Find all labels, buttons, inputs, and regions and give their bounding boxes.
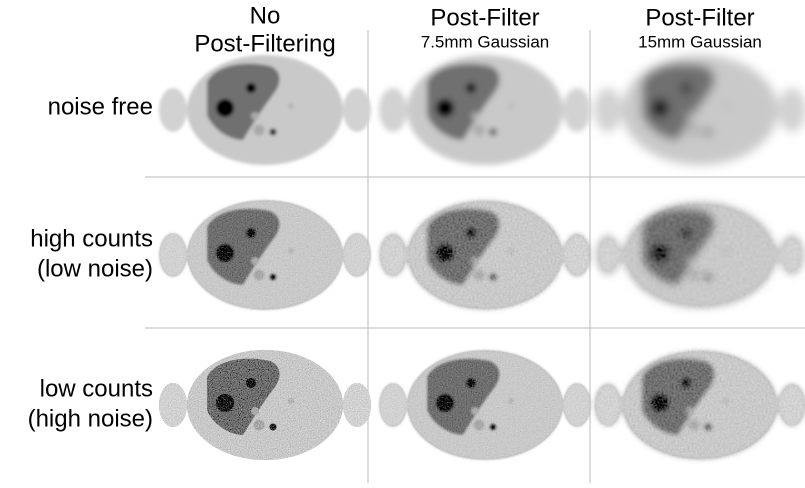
image [159,55,371,165]
column-subtitle: 15mm Gaussian [638,32,762,51]
image [379,350,591,460]
column-title: Post-Filter [645,4,754,31]
row-label: high counts [30,225,153,252]
column-subtitle: 7.5mm Gaussian [421,32,550,51]
column-subtitle: Post-Filtering [194,30,335,57]
image [594,350,805,460]
figure: No Post-Filtering Post-Filter 7.5mm Gaus… [0,0,805,483]
image [379,55,591,165]
row-label: noise free [48,93,153,120]
column-title: Post-Filter [430,4,539,31]
column-title: No [250,2,281,29]
image [159,350,371,460]
image [594,200,805,310]
row-label: (low noise) [37,255,153,282]
image [379,200,591,310]
row-label: (high noise) [28,405,153,432]
row-label: low counts [40,375,153,402]
image [159,200,371,310]
page: No Post-Filtering Post-Filter 7.5mm Gaus… [0,0,805,488]
image [594,55,805,165]
